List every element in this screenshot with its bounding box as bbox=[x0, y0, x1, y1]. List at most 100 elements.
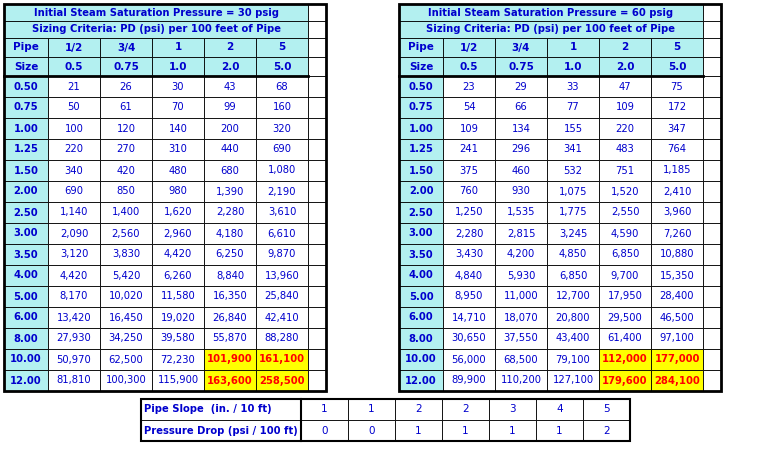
Text: 17,950: 17,950 bbox=[608, 292, 642, 302]
Bar bbox=[152, 349, 204, 370]
Text: 23: 23 bbox=[462, 81, 476, 91]
Bar bbox=[703, 97, 721, 118]
Bar bbox=[308, 202, 326, 223]
Text: 6,850: 6,850 bbox=[559, 271, 587, 281]
Bar bbox=[703, 244, 721, 265]
Bar bbox=[651, 57, 703, 76]
Text: 13,960: 13,960 bbox=[265, 271, 300, 281]
Bar bbox=[256, 118, 308, 139]
Text: 1: 1 bbox=[321, 404, 328, 414]
Bar bbox=[443, 286, 495, 307]
Bar bbox=[399, 349, 443, 370]
Text: 0.5: 0.5 bbox=[65, 62, 83, 71]
Text: 66: 66 bbox=[515, 102, 527, 112]
Bar bbox=[48, 38, 100, 57]
Bar bbox=[651, 286, 703, 307]
Text: 347: 347 bbox=[668, 123, 686, 133]
Bar bbox=[152, 38, 204, 57]
Bar bbox=[152, 370, 204, 391]
Text: 5,930: 5,930 bbox=[506, 271, 535, 281]
Bar bbox=[48, 181, 100, 202]
Text: Initial Steam Saturation Pressure = 60 psig: Initial Steam Saturation Pressure = 60 p… bbox=[428, 7, 673, 17]
Bar bbox=[152, 97, 204, 118]
Bar bbox=[204, 97, 256, 118]
Bar bbox=[703, 349, 721, 370]
Bar bbox=[395, 420, 442, 441]
Bar bbox=[204, 76, 256, 97]
Bar bbox=[443, 38, 495, 57]
Bar bbox=[495, 244, 547, 265]
Bar bbox=[141, 420, 301, 441]
Bar bbox=[583, 420, 630, 441]
Text: 3/4: 3/4 bbox=[117, 43, 135, 53]
Bar bbox=[301, 420, 348, 441]
Text: 20,800: 20,800 bbox=[556, 313, 591, 323]
Bar bbox=[599, 370, 651, 391]
Bar bbox=[308, 4, 326, 21]
Bar bbox=[547, 139, 599, 160]
Text: 42,410: 42,410 bbox=[265, 313, 300, 323]
Bar bbox=[100, 181, 152, 202]
Text: 8.00: 8.00 bbox=[408, 334, 433, 344]
Bar bbox=[547, 181, 599, 202]
Text: 1.00: 1.00 bbox=[14, 123, 39, 133]
Bar bbox=[495, 57, 547, 76]
Text: 2.50: 2.50 bbox=[408, 207, 433, 218]
Bar bbox=[152, 307, 204, 328]
Text: 1,535: 1,535 bbox=[506, 207, 535, 218]
Bar bbox=[547, 223, 599, 244]
Bar bbox=[599, 328, 651, 349]
Bar bbox=[152, 181, 204, 202]
Text: 179,600: 179,600 bbox=[602, 376, 648, 386]
Bar bbox=[599, 307, 651, 328]
Bar bbox=[308, 76, 326, 97]
Text: 112,000: 112,000 bbox=[602, 355, 648, 365]
Text: 3.00: 3.00 bbox=[14, 228, 39, 239]
Text: 2,560: 2,560 bbox=[112, 228, 141, 239]
Text: 0.75: 0.75 bbox=[408, 102, 433, 112]
Text: Sizing Criteria: PD (psi) per 100 feet of Pipe: Sizing Criteria: PD (psi) per 100 feet o… bbox=[426, 25, 676, 34]
Bar bbox=[152, 265, 204, 286]
Text: 3/4: 3/4 bbox=[512, 43, 530, 53]
Text: 10,020: 10,020 bbox=[109, 292, 144, 302]
Bar bbox=[4, 21, 308, 38]
Text: 5.00: 5.00 bbox=[408, 292, 433, 302]
Text: 46,500: 46,500 bbox=[660, 313, 694, 323]
Text: 0.50: 0.50 bbox=[14, 81, 39, 91]
Text: 12,700: 12,700 bbox=[556, 292, 591, 302]
Bar bbox=[48, 328, 100, 349]
Bar bbox=[4, 202, 48, 223]
Bar bbox=[651, 307, 703, 328]
Text: 27,930: 27,930 bbox=[56, 334, 91, 344]
Bar bbox=[308, 160, 326, 181]
Text: 8.00: 8.00 bbox=[14, 334, 39, 344]
Text: 79,100: 79,100 bbox=[556, 355, 591, 365]
Bar bbox=[100, 328, 152, 349]
Text: 37,550: 37,550 bbox=[503, 334, 538, 344]
Bar bbox=[4, 181, 48, 202]
Bar bbox=[399, 286, 443, 307]
Text: 28,400: 28,400 bbox=[660, 292, 694, 302]
Text: 140: 140 bbox=[168, 123, 188, 133]
Bar bbox=[4, 349, 48, 370]
Text: 1: 1 bbox=[556, 425, 563, 436]
Text: 3,960: 3,960 bbox=[663, 207, 691, 218]
Bar bbox=[204, 139, 256, 160]
Bar bbox=[152, 223, 204, 244]
Text: 10,880: 10,880 bbox=[660, 250, 694, 260]
Text: 56,000: 56,000 bbox=[452, 355, 486, 365]
Text: 9,870: 9,870 bbox=[268, 250, 296, 260]
Text: 930: 930 bbox=[512, 186, 530, 197]
Text: 1/2: 1/2 bbox=[460, 43, 478, 53]
Text: 2,550: 2,550 bbox=[611, 207, 639, 218]
Bar bbox=[204, 328, 256, 349]
Text: 1/2: 1/2 bbox=[65, 43, 83, 53]
Bar bbox=[599, 57, 651, 76]
Text: 33: 33 bbox=[567, 81, 579, 91]
Bar bbox=[48, 265, 100, 286]
Bar bbox=[495, 181, 547, 202]
Text: 68,500: 68,500 bbox=[503, 355, 538, 365]
Text: 3.50: 3.50 bbox=[408, 250, 433, 260]
Bar bbox=[399, 244, 443, 265]
Bar bbox=[308, 307, 326, 328]
